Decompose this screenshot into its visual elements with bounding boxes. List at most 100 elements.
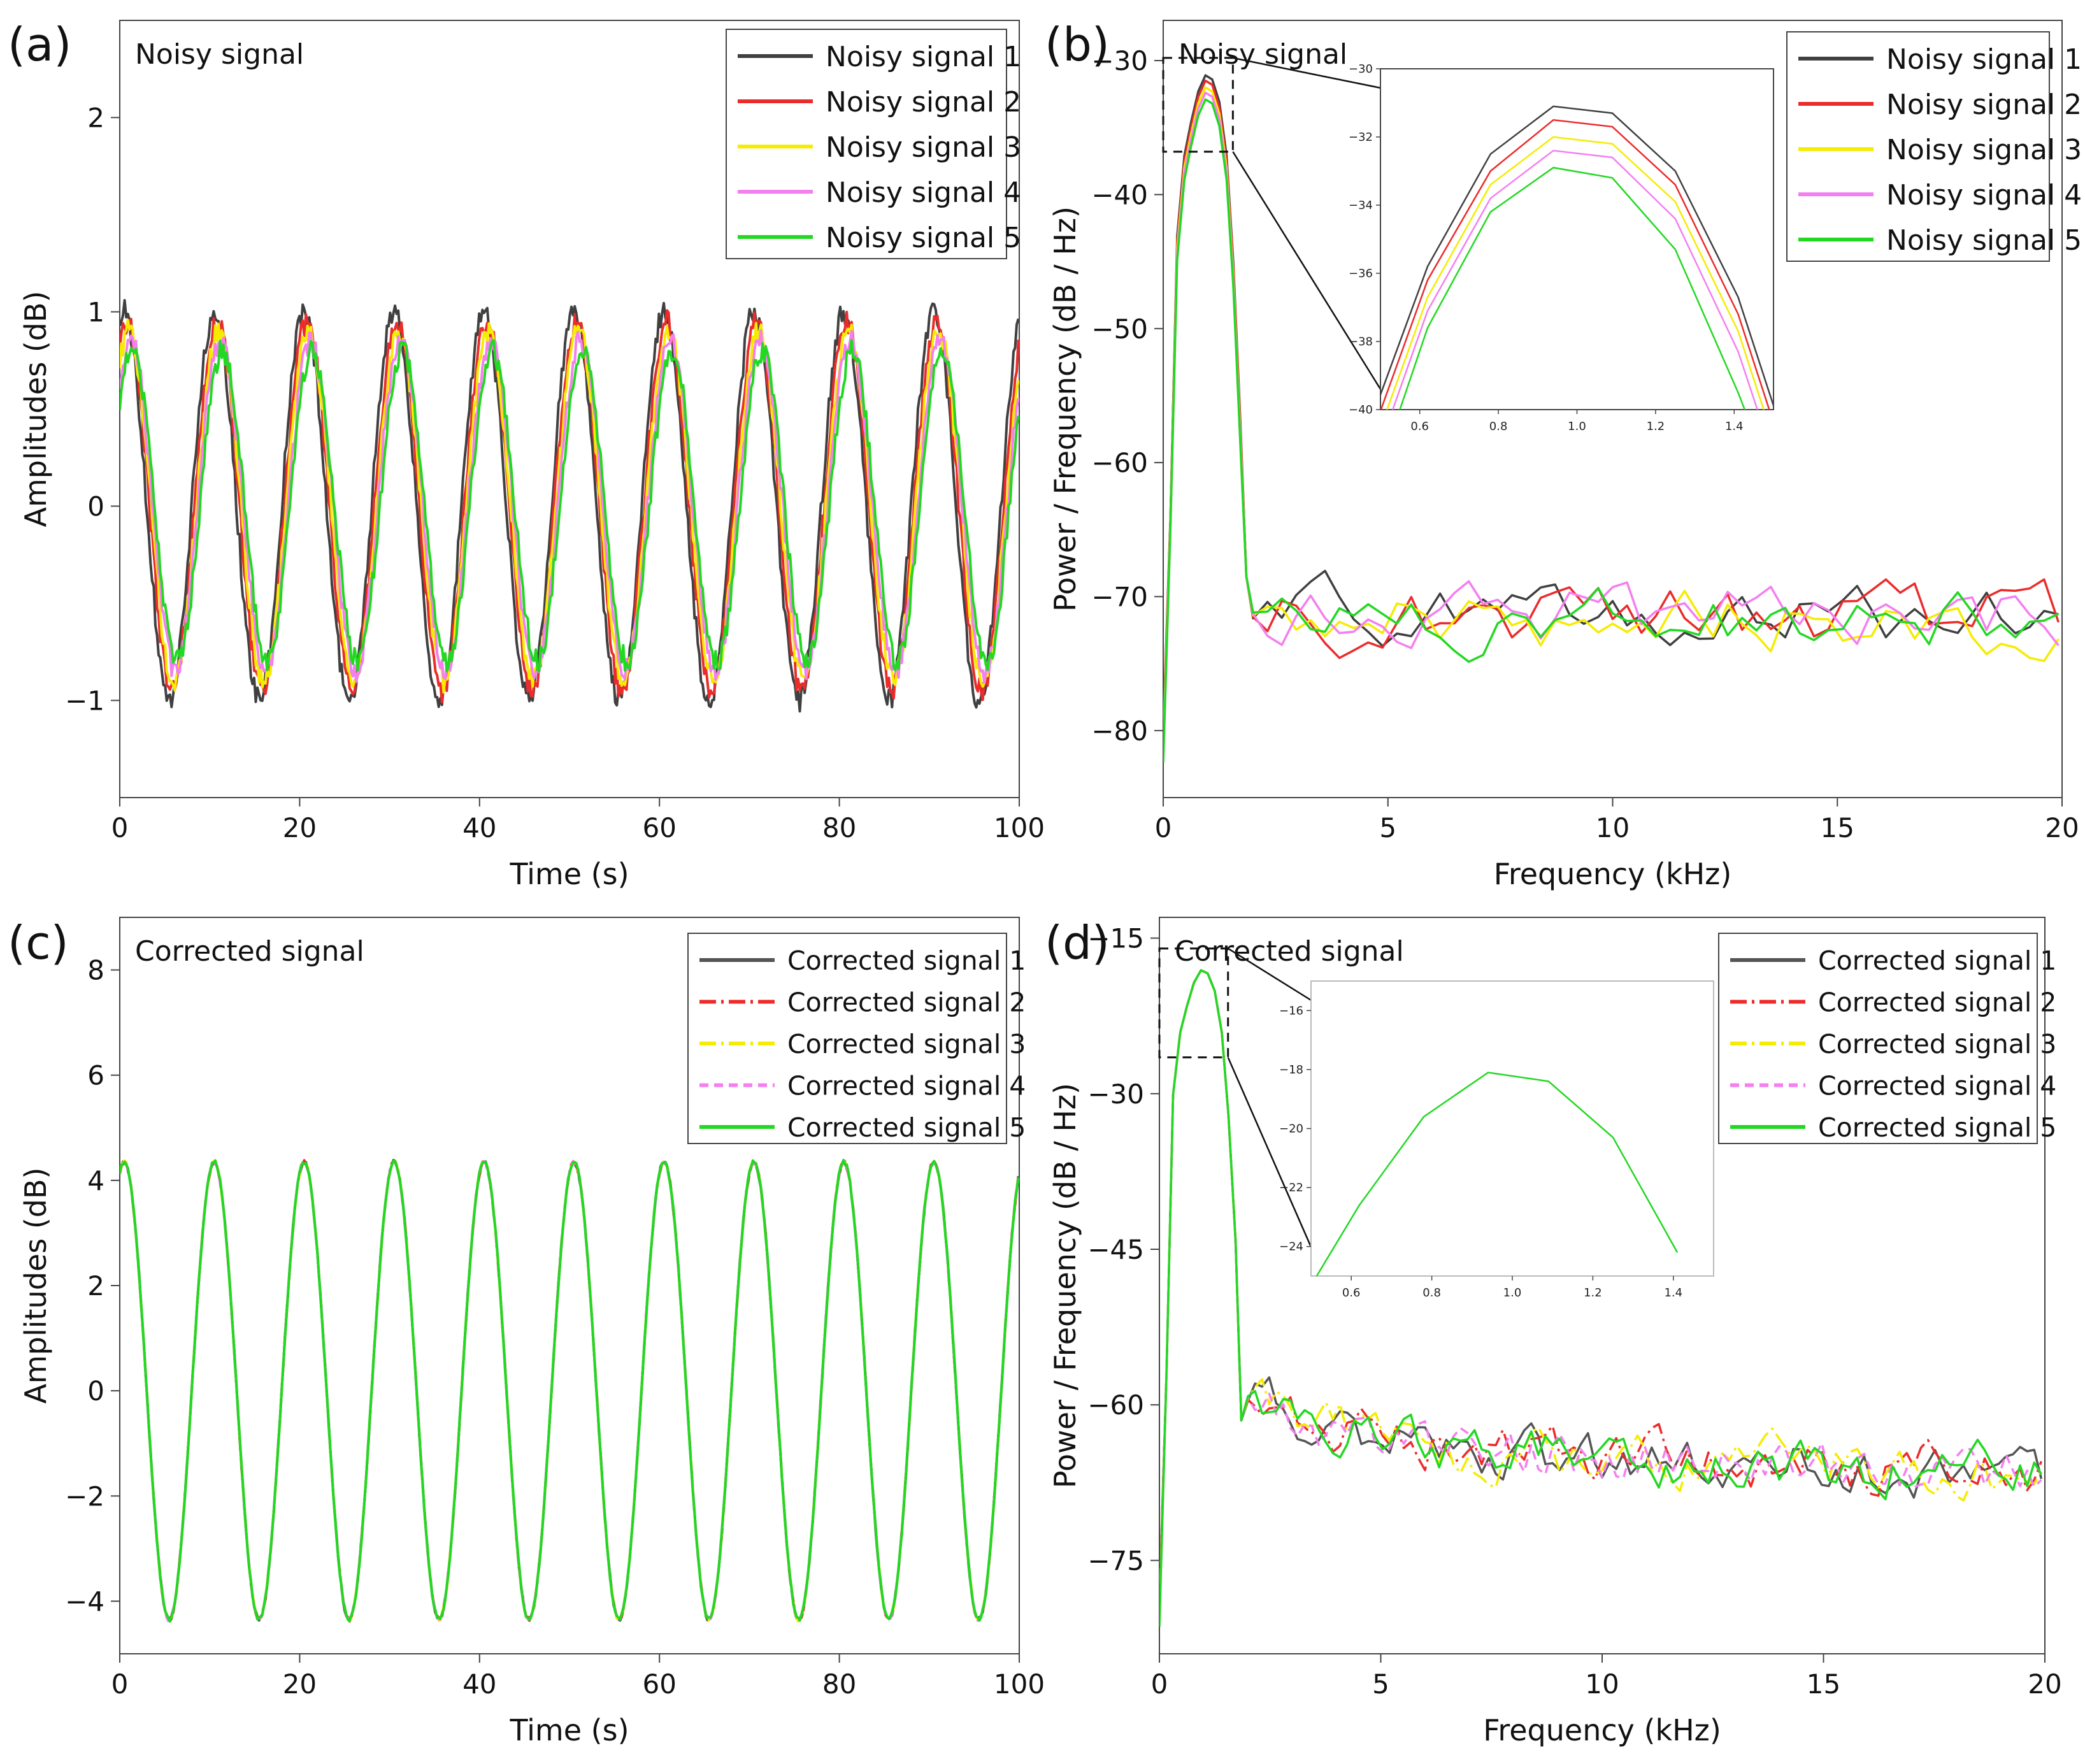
inset-y-tick-label: −20 <box>1279 1122 1303 1136</box>
inset-series-group <box>1315 1072 1679 1276</box>
x-tick-label: 0 <box>111 812 129 843</box>
series-line-4 <box>1159 969 2042 1621</box>
inset-y-tick-label: −40 <box>1349 403 1373 417</box>
legend-label-4: Corrected signal 4 <box>787 1070 1026 1101</box>
x-axis-label: Frequency (kHz) <box>1483 1713 1721 1747</box>
inset-y-tick-label: −22 <box>1279 1181 1303 1194</box>
x-tick-label: 20 <box>2028 1668 2061 1700</box>
series-group <box>120 1158 1019 1623</box>
y-tick-label: −4 <box>65 1586 104 1617</box>
legend: Corrected signal 1 Corrected signal 2 Corr… <box>1718 933 2056 1144</box>
x-tick-label: 80 <box>822 812 856 843</box>
x-tick-label: 15 <box>1821 812 1854 843</box>
inset-y-tick-label: −30 <box>1349 62 1373 76</box>
legend-label-3: Noisy signal 3 <box>826 131 1021 164</box>
inset-y-tick-label: −38 <box>1349 335 1373 348</box>
series-group <box>1163 74 2060 763</box>
x-tick-label: 20 <box>2045 812 2079 843</box>
y-tick-label: 8 <box>87 955 104 986</box>
inset-x-tick-label: 1.4 <box>1664 1286 1682 1300</box>
x-axis-label: Frequency (kHz) <box>1494 857 1732 891</box>
x-tick-label: 15 <box>1807 1668 1840 1700</box>
y-tick-label: 2 <box>87 103 104 134</box>
x-axis-label: Time (s) <box>509 1713 629 1747</box>
legend-label-4: Noisy signal 4 <box>826 176 1021 209</box>
inset-x-tick-label: 1.4 <box>1725 420 1744 433</box>
plot-title: Noisy signal <box>1179 38 1347 71</box>
zoom-connector <box>1227 1057 1325 1277</box>
x-tick-label: 10 <box>1585 1668 1619 1700</box>
zoom-connector <box>1228 947 1312 1001</box>
zoom-box <box>1158 947 1229 1059</box>
y-axis-label: Power / Frequency (dB / Hz) <box>1048 206 1082 612</box>
legend-box <box>687 933 1007 1144</box>
x-tick-label: 40 <box>462 1668 496 1700</box>
zoom-connector <box>1232 151 1394 410</box>
y-tick-label: −40 <box>1091 179 1148 210</box>
panel-label: (b) <box>1045 18 1110 71</box>
y-tick-label: 0 <box>87 1375 104 1407</box>
y-axis-label: Amplitudes (dB) <box>18 291 53 527</box>
inset-plot: 0.6 0.8 1.0 1.2 1.4 −40 −38 −36 −34 −32 −30 <box>1349 62 1774 433</box>
y-tick-label: −60 <box>1087 1389 1144 1421</box>
inset-y-tick-label: −36 <box>1349 267 1373 280</box>
x-tick-label: 10 <box>1596 812 1630 843</box>
inset-x-tick-label: 0.8 <box>1422 1286 1441 1300</box>
inset-x-tick-label: 1.2 <box>1584 1286 1602 1300</box>
inset-x-tick-label: 1.0 <box>1503 1286 1522 1300</box>
x-tick-label: 60 <box>642 812 676 843</box>
panel-label: (d) <box>1045 916 1110 970</box>
x-tick-label: 0 <box>1151 1668 1168 1700</box>
x-tick-label: 20 <box>283 812 317 843</box>
inset-series-line-1 <box>1315 1072 1679 1276</box>
y-tick-label: 1 <box>87 297 104 328</box>
legend-label-3: Corrected signal 3 <box>787 1029 1026 1059</box>
legend-label-2: Corrected signal 2 <box>1818 987 2056 1017</box>
inset-series-line-3 <box>1386 136 1765 410</box>
legend-label-1: Corrected signal 1 <box>787 945 1026 976</box>
panel-a: 0 20 40 60 80 100 −1 0 1 2 Time (s) Amplitudes (dB)… <box>8 18 1045 891</box>
zoom-connector <box>1233 57 1381 89</box>
y-tick-label: −2 <box>65 1481 104 1512</box>
x-tick-label: 0 <box>111 1668 129 1700</box>
y-tick-label: 0 <box>87 491 104 522</box>
series-group <box>1159 969 2043 1627</box>
inset-y-tick-label: −24 <box>1279 1240 1303 1254</box>
plot-title: Corrected signal <box>1175 935 1404 968</box>
inset-y-tick-label: −16 <box>1279 1004 1303 1017</box>
panel-label: (a) <box>8 18 71 71</box>
x-tick-label: 40 <box>462 812 496 843</box>
x-tick-label: 20 <box>283 1668 317 1700</box>
legend: Corrected signal 1 Corrected signal 2 Corr… <box>687 933 1026 1144</box>
y-tick-label: −75 <box>1087 1545 1144 1576</box>
legend: Noisy signal 1 Noisy signal 2 Noisy signal… <box>1786 31 2082 262</box>
x-tick-label: 100 <box>994 812 1045 843</box>
y-tick-label: −50 <box>1091 313 1148 345</box>
inset-x-tick-label: 0.6 <box>1342 1286 1361 1300</box>
panel-c: 0 20 40 60 80 100 −4 −2 0 2 4 6 8 Time (s) Amplitudes … <box>8 916 1045 1747</box>
series-line-5 <box>1159 969 2042 1627</box>
legend-box <box>726 29 1007 259</box>
x-tick-label: 80 <box>822 1668 856 1700</box>
inset-x-tick-label: 1.2 <box>1647 420 1665 433</box>
inset-x-tick-label: 0.6 <box>1410 420 1429 433</box>
legend-label-1: Noisy signal 1 <box>1886 43 2082 76</box>
legend-label-2: Noisy signal 2 <box>1886 89 2082 121</box>
legend-label-2: Noisy signal 2 <box>826 86 1021 118</box>
x-tick-label: 5 <box>1372 1668 1389 1700</box>
inset-y-tick-label: −18 <box>1279 1063 1303 1077</box>
series-line-5 <box>120 339 1019 673</box>
y-tick-label: −70 <box>1091 581 1148 612</box>
series-line-3 <box>1159 969 2042 1615</box>
legend-label-5: Corrected signal 5 <box>787 1112 1026 1143</box>
y-tick-label: −80 <box>1091 715 1148 747</box>
legend-box <box>1786 31 2050 262</box>
panel-b: 0 5 10 15 20 −80 −70 −60 −50 −40 −30 Frequency (kHz… <box>1045 18 2082 891</box>
series-line-5 <box>1163 98 2060 763</box>
legend-box <box>1718 933 2038 1144</box>
inset-plot: 0.6 0.8 1.0 1.2 1.4 −24 −22 −20 −18 −16 <box>1279 980 1714 1300</box>
y-tick-label: 4 <box>87 1165 104 1196</box>
legend-label-5: Noisy signal 5 <box>826 222 1021 254</box>
inset-x-tick-label: 0.8 <box>1489 420 1508 433</box>
legend-label-3: Noisy signal 3 <box>1886 134 2082 166</box>
